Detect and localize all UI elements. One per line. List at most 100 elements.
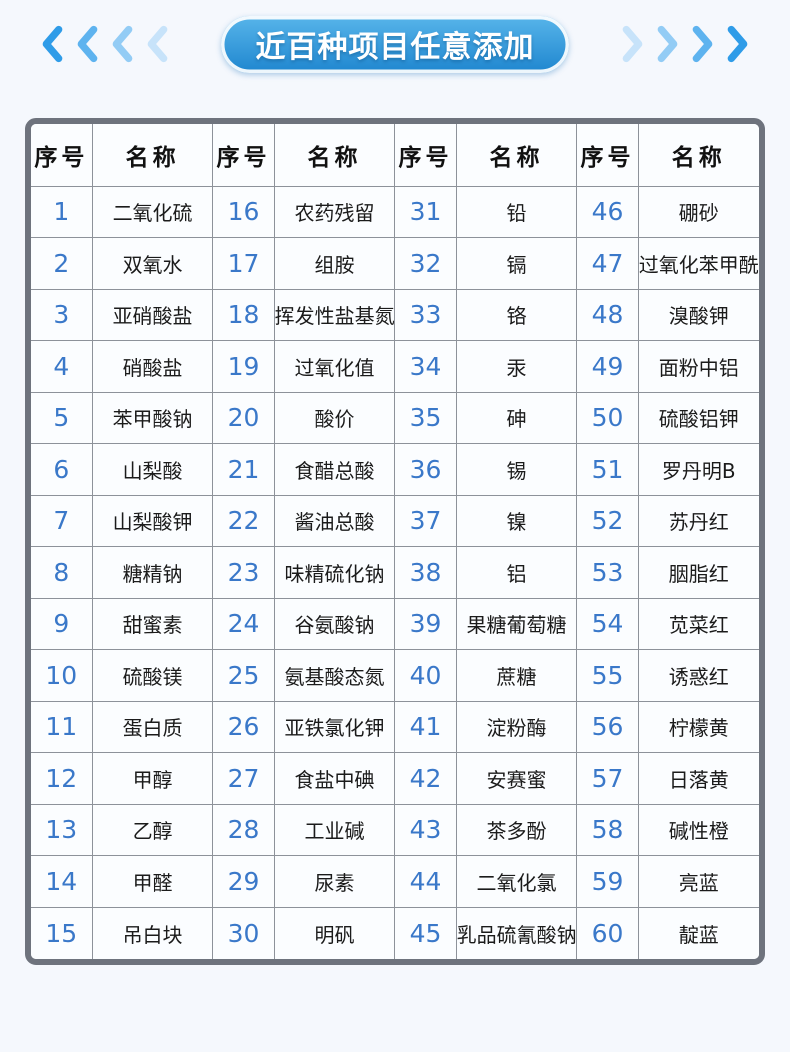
name-cell: 甲醛 <box>91 855 214 908</box>
index-cell: 12 <box>31 752 93 805</box>
index-cell: 24 <box>212 597 275 650</box>
index-cell: 15 <box>31 906 93 959</box>
index-cell: 6 <box>31 443 93 496</box>
name-cell: 镍 <box>455 494 578 547</box>
index-cell: 53 <box>576 546 639 599</box>
index-cell: 5 <box>31 391 93 444</box>
name-cell: 面粉中铝 <box>637 340 759 393</box>
name-cell: 挥发性盐基氮 <box>273 288 396 341</box>
name-cell: 蔗糖 <box>455 649 578 702</box>
index-cell: 54 <box>576 597 639 650</box>
index-cell: 11 <box>31 700 93 753</box>
table-header-row: 序号 名称 序号 名称 序号 名称 序号 名称 <box>31 124 759 187</box>
name-cell: 二氧化硫 <box>91 185 214 238</box>
name-cell: 吊白块 <box>91 906 214 959</box>
name-cell: 日落黄 <box>637 752 759 805</box>
index-cell: 39 <box>394 597 457 650</box>
index-cell: 42 <box>394 752 457 805</box>
name-cell: 苯甲酸钠 <box>91 391 214 444</box>
name-cell: 硝酸盐 <box>91 340 214 393</box>
column-header: 名称 <box>91 124 214 187</box>
banner-pill: 近百种项目任意添加 <box>221 15 569 73</box>
index-cell: 23 <box>212 546 275 599</box>
name-cell: 诱惑红 <box>637 649 759 702</box>
items-table-frame: 序号 名称 序号 名称 序号 名称 序号 名称 1 二氧化硫 16 农药残留 31 铅 46 硼砂 2 双氧水 1… <box>25 118 765 965</box>
index-cell: 38 <box>394 546 457 599</box>
index-cell: 58 <box>576 803 639 856</box>
index-cell: 29 <box>212 855 275 908</box>
table-row: 4 硝酸盐 19 过氧化值 34 汞 49 面粉中铝 <box>31 340 759 393</box>
chevron-icon <box>622 25 643 63</box>
column-header: 名称 <box>455 124 578 187</box>
name-cell: 尿素 <box>273 855 396 908</box>
name-cell: 酱油总酸 <box>273 494 396 547</box>
name-cell: 味精硫化钠 <box>273 546 396 599</box>
name-cell: 铝 <box>455 546 578 599</box>
chevron-icon <box>727 25 748 63</box>
table-row: 2 双氧水 17 组胺 32 镉 47 过氧化苯甲酰 <box>31 237 759 290</box>
index-cell: 35 <box>394 391 457 444</box>
table-row: 12 甲醇 27 食盐中碘 42 安赛蜜 57 日落黄 <box>31 752 759 805</box>
chevron-icon <box>657 25 678 63</box>
index-cell: 45 <box>394 906 457 959</box>
name-cell: 食盐中碘 <box>273 752 396 805</box>
name-cell: 农药残留 <box>273 185 396 238</box>
name-cell: 工业碱 <box>273 803 396 856</box>
table-row: 7 山梨酸钾 22 酱油总酸 37 镍 52 苏丹红 <box>31 494 759 547</box>
chevron-icon <box>77 25 98 63</box>
name-cell: 甲醇 <box>91 752 214 805</box>
index-cell: 46 <box>576 185 639 238</box>
name-cell: 铅 <box>455 185 578 238</box>
name-cell: 酸价 <box>273 391 396 444</box>
name-cell: 山梨酸钾 <box>91 494 214 547</box>
name-cell: 蛋白质 <box>91 700 214 753</box>
index-cell: 33 <box>394 288 457 341</box>
column-header: 序号 <box>576 124 639 187</box>
index-cell: 51 <box>576 443 639 496</box>
index-cell: 9 <box>31 597 93 650</box>
name-cell: 镉 <box>455 237 578 290</box>
table-row: 10 硫酸镁 25 氨基酸态氮 40 蔗糖 55 诱惑红 <box>31 649 759 702</box>
chevron-icon <box>42 25 63 63</box>
index-cell: 40 <box>394 649 457 702</box>
name-cell: 硼砂 <box>637 185 759 238</box>
index-cell: 32 <box>394 237 457 290</box>
index-cell: 27 <box>212 752 275 805</box>
chevron-icon <box>692 25 713 63</box>
name-cell: 乳品硫氰酸钠 <box>455 906 578 959</box>
name-cell: 过氧化值 <box>273 340 396 393</box>
column-header: 序号 <box>394 124 457 187</box>
index-cell: 34 <box>394 340 457 393</box>
name-cell: 靛蓝 <box>637 906 759 959</box>
name-cell: 溴酸钾 <box>637 288 759 341</box>
index-cell: 31 <box>394 185 457 238</box>
table-row: 11 蛋白质 26 亚铁氯化钾 41 淀粉酶 56 柠檬黄 <box>31 700 759 753</box>
chevron-icon <box>147 25 168 63</box>
index-cell: 60 <box>576 906 639 959</box>
name-cell: 胭脂红 <box>637 546 759 599</box>
column-header: 序号 <box>212 124 275 187</box>
index-cell: 3 <box>31 288 93 341</box>
name-cell: 淀粉酶 <box>455 700 578 753</box>
left-chevrons <box>38 24 172 64</box>
name-cell: 砷 <box>455 391 578 444</box>
table-row: 15 吊白块 30 明矾 45 乳品硫氰酸钠 60 靛蓝 <box>31 906 759 959</box>
name-cell: 果糖葡萄糖 <box>455 597 578 650</box>
index-cell: 2 <box>31 237 93 290</box>
column-header: 名称 <box>273 124 396 187</box>
table-row: 6 山梨酸 21 食醋总酸 36 锡 51 罗丹明B <box>31 443 759 496</box>
index-cell: 16 <box>212 185 275 238</box>
table-row: 13 乙醇 28 工业碱 43 茶多酚 58 碱性橙 <box>31 803 759 856</box>
name-cell: 组胺 <box>273 237 396 290</box>
index-cell: 59 <box>576 855 639 908</box>
index-cell: 50 <box>576 391 639 444</box>
index-cell: 7 <box>31 494 93 547</box>
name-cell: 食醋总酸 <box>273 443 396 496</box>
table-row: 8 糖精钠 23 味精硫化钠 38 铝 53 胭脂红 <box>31 546 759 599</box>
name-cell: 甜蜜素 <box>91 597 214 650</box>
name-cell: 过氧化苯甲酰 <box>637 237 759 290</box>
top-banner: 近百种项目任意添加 <box>0 0 790 74</box>
name-cell: 苏丹红 <box>637 494 759 547</box>
index-cell: 17 <box>212 237 275 290</box>
name-cell: 双氧水 <box>91 237 214 290</box>
